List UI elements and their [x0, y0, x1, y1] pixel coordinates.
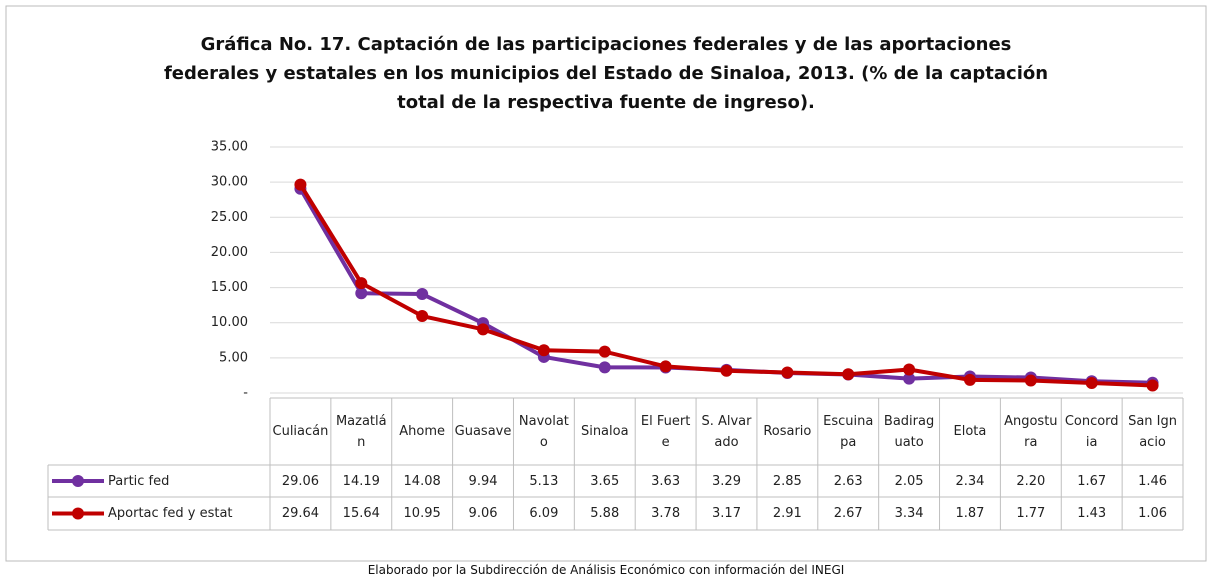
- data-label: 1.77: [1016, 506, 1046, 521]
- x-tick-label: Guasave: [454, 424, 512, 439]
- series-line: [298, 187, 1153, 385]
- data-label: 5.13: [529, 473, 559, 489]
- y-tick-label: 5.00: [219, 350, 248, 365]
- point: [355, 287, 368, 300]
- y-tick-label: 15.00: [211, 280, 248, 295]
- legend-marker: [72, 507, 84, 520]
- point: [537, 344, 550, 357]
- y-tick-label: 10.00: [211, 315, 248, 330]
- x-tick-label: Ahome: [399, 424, 446, 439]
- data-label: 9.06: [468, 506, 498, 521]
- data-label: 14.08: [403, 473, 441, 489]
- y-tick-label: -: [243, 386, 248, 401]
- point: [1085, 376, 1098, 389]
- x-tick-label: Angostura: [1004, 413, 1058, 450]
- point: [416, 310, 429, 323]
- x-tick-label: Badiraguato: [883, 413, 935, 450]
- point: [355, 277, 368, 290]
- x-tick-label: Mazatlán: [335, 413, 387, 450]
- point: [1024, 374, 1037, 387]
- data-label: 6.09: [529, 506, 559, 521]
- y-tick-label: 20.00: [211, 245, 248, 260]
- x-tick-label: Sinaloa: [580, 424, 629, 439]
- data-label: 1.06: [1138, 506, 1168, 521]
- chart-title: Gráfica No. 17. Captación de las partici…: [163, 34, 1049, 113]
- point: [598, 345, 611, 358]
- data-label: 2.91: [772, 506, 802, 521]
- frame: [5, 5, 1207, 562]
- point: [416, 288, 429, 301]
- data-label: 2.67: [833, 506, 863, 521]
- x-tick-label: S. Alvarado: [701, 413, 752, 450]
- x-tick-label: Navolato: [518, 413, 569, 450]
- source: Elaborado por la Subdirección de Análisi…: [367, 563, 845, 577]
- point: [781, 366, 794, 379]
- data-label: 2.85: [772, 473, 802, 489]
- point: [659, 360, 672, 373]
- legend-marker: [72, 475, 84, 487]
- x-tick-label: El Fuerte: [640, 413, 691, 450]
- point: [1146, 379, 1159, 392]
- data-label: 3.65: [590, 473, 620, 489]
- data-label: 2.63: [833, 473, 863, 489]
- point: [720, 364, 733, 377]
- y-tick-label: 35.00: [211, 140, 248, 155]
- x-tick-label: Concordia: [1064, 413, 1119, 450]
- point: [963, 373, 976, 386]
- data-label: 14.19: [342, 473, 380, 489]
- data-label: 29.64: [281, 506, 320, 521]
- legend-label: Partic fed: [108, 473, 170, 489]
- data-label: 29.06: [281, 473, 320, 489]
- point: [903, 372, 916, 385]
- data-label: 1.43: [1077, 506, 1107, 521]
- data-label: 1.87: [955, 506, 985, 521]
- legend-label: Aportac fed y estat: [108, 506, 233, 521]
- point: [294, 178, 307, 191]
- x-tick-label: Culiacán: [272, 424, 329, 439]
- data-label: 1.46: [1138, 473, 1168, 489]
- series-line: [298, 183, 1153, 388]
- y-tick-label: 25.00: [211, 210, 248, 225]
- data-label: 10.95: [403, 506, 441, 521]
- point: [477, 323, 490, 336]
- data-label: 2.05: [894, 473, 924, 489]
- data-label: 2.34: [955, 473, 985, 489]
- data-label: 2.20: [1016, 473, 1046, 489]
- point: [903, 363, 916, 376]
- y-tick-label: 30.00: [211, 175, 248, 190]
- point: [598, 361, 611, 374]
- data-label: 3.34: [894, 506, 924, 521]
- data-label: 15.64: [342, 506, 380, 521]
- x-tick-label: Escuinapa: [823, 413, 874, 450]
- data-label: 3.63: [651, 473, 681, 489]
- data-label: 5.88: [590, 506, 620, 521]
- data-label: 3.78: [651, 506, 681, 521]
- point: [842, 368, 855, 381]
- data-label: 3.17: [712, 506, 741, 521]
- x-tick-label: San Ignacio: [1128, 413, 1178, 450]
- data-label: 9.94: [468, 473, 498, 489]
- data-label: 3.29: [712, 473, 741, 489]
- x-tick-label: Rosario: [763, 424, 812, 439]
- x-tick-label: Elota: [953, 424, 987, 439]
- data-label: 1.67: [1077, 473, 1107, 489]
